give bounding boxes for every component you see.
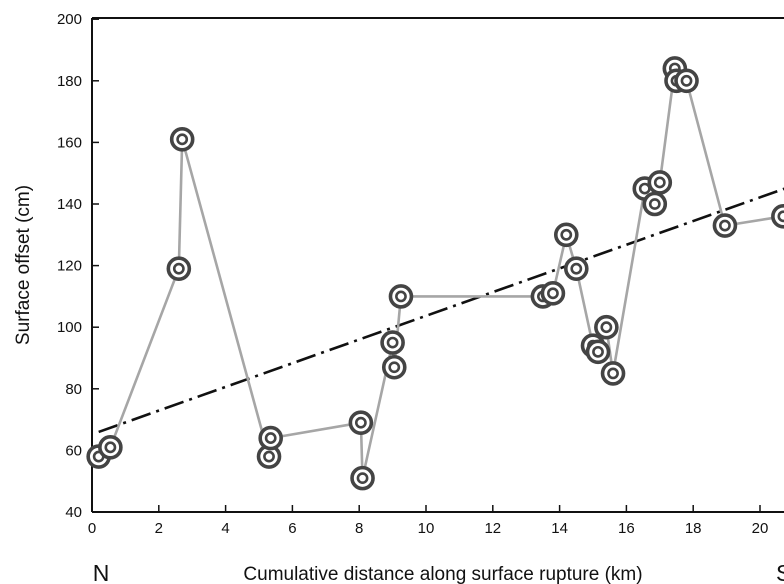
offset-point (642, 191, 668, 217)
marker-inner-ring (176, 133, 189, 146)
marker-inner-ring (570, 262, 583, 275)
y-ticks: 40 60 80 100 120 140 160 180 200 (57, 11, 99, 521)
y-tick-label: 40 (65, 504, 82, 521)
offset-point (594, 314, 619, 340)
marker-inner-ring (264, 432, 277, 444)
trend-line (98, 187, 784, 434)
offset-point (771, 204, 784, 229)
y-tick-label: 140 (57, 196, 82, 213)
x-tick-label: 2 (155, 520, 163, 537)
marker-inner-ring (356, 472, 369, 485)
y-tick-label: 200 (57, 11, 82, 28)
marker-inner-ring (263, 450, 275, 463)
offset-series-layer (97, 67, 784, 480)
y-tick-label: 100 (57, 319, 82, 336)
y-tick-label: 160 (57, 134, 82, 151)
south-end-label: S (776, 560, 784, 584)
x-tick-label: 10 (418, 520, 435, 537)
x-axis-title: Cumulative distance along surface ruptur… (243, 564, 642, 584)
marker-inner-ring (547, 287, 559, 300)
offset-point (600, 361, 626, 386)
marker-inner-ring (560, 228, 573, 241)
marker-inner-ring (386, 336, 399, 349)
north-end-label: N (93, 560, 110, 584)
offset-point (647, 170, 673, 195)
offset-series-line (97, 67, 784, 480)
x-tick-label: 14 (551, 520, 568, 537)
offset-markers-layer (86, 56, 784, 491)
trend-line-layer (98, 187, 784, 434)
offset-point (674, 68, 699, 94)
x-tick-label: 12 (484, 520, 501, 537)
offset-point (553, 222, 579, 248)
marker-inner-ring (354, 416, 367, 429)
y-tick-label: 60 (65, 442, 82, 459)
marker-inner-ring (777, 210, 784, 223)
y-axis-title: Surface offset (cm) (13, 185, 34, 345)
marker-inner-ring (719, 219, 731, 232)
x-ticks: 0 2 4 6 8 10 12 14 16 18 20 (88, 505, 769, 537)
offset-point (350, 465, 375, 491)
marker-inner-ring (607, 367, 619, 380)
offset-point (169, 127, 195, 152)
offset-point (98, 435, 123, 460)
offset-point (712, 213, 738, 238)
offset-point (563, 256, 589, 281)
marker-inner-ring (172, 262, 185, 275)
x-tick-label: 18 (685, 520, 702, 537)
x-tick-label: 0 (88, 520, 96, 537)
offset-point (348, 410, 374, 435)
marker-inner-ring (395, 290, 407, 303)
x-tick-label: 20 (752, 520, 769, 537)
marker-inner-ring (653, 176, 666, 189)
x-tick-label: 8 (355, 520, 363, 537)
offset-point (388, 284, 414, 309)
y-tick-label: 80 (65, 381, 82, 398)
marker-inner-ring (680, 74, 693, 87)
offset-point (380, 330, 405, 355)
marker-inner-ring (104, 441, 117, 454)
y-tick-label: 120 (57, 258, 82, 275)
y-tick-label: 180 (57, 73, 82, 90)
marker-inner-ring (648, 198, 661, 210)
offset-point (585, 339, 611, 365)
marker-inner-ring (592, 345, 604, 358)
offset-point (381, 354, 407, 380)
marker-inner-ring (388, 361, 401, 374)
marker-inner-ring (600, 321, 613, 334)
x-tick-label: 16 (618, 520, 635, 537)
x-tick-label: 6 (288, 520, 296, 537)
x-tick-label: 4 (221, 520, 229, 537)
offset-point (258, 425, 283, 451)
offset-point (166, 256, 192, 281)
offset-point (540, 281, 566, 306)
